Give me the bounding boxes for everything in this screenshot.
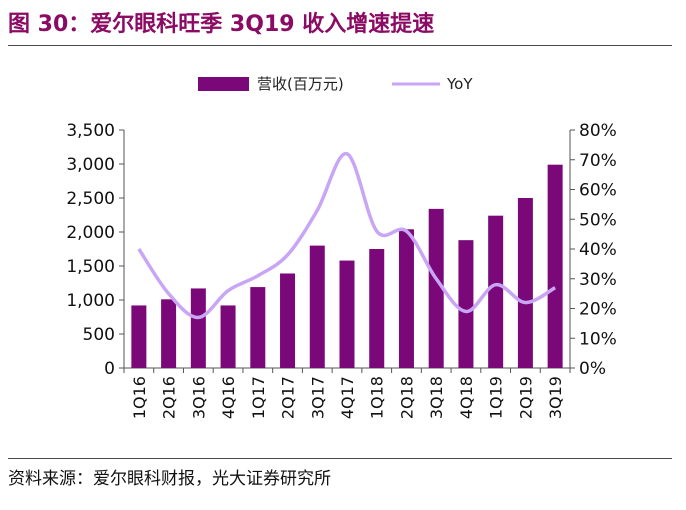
x-tick-label: 1Q19	[487, 376, 506, 419]
source-note: 资料来源：爱尔眼科财报，光大证券研究所	[8, 469, 331, 489]
left-tick-label: 0	[104, 359, 115, 379]
x-tick-label: 1Q18	[368, 376, 387, 419]
title-divider	[8, 45, 672, 46]
legend-bar-swatch	[198, 77, 249, 91]
right-tick-label: 80%	[579, 121, 617, 141]
legend-bar-label: 营收(百万元)	[257, 75, 344, 93]
right-tick-label: 40%	[579, 240, 617, 260]
x-tick-label: 4Q16	[219, 376, 238, 419]
left-tick-label: 1,000	[66, 291, 115, 311]
revenue-bar	[458, 240, 474, 368]
left-tick-label: 2,000	[66, 223, 115, 243]
revenue-bar	[161, 299, 177, 368]
revenue-bar	[428, 208, 444, 368]
revenue-bar	[250, 287, 266, 368]
x-tick-label: 3Q19	[546, 376, 565, 419]
right-tick-label: 60%	[579, 181, 617, 201]
legend: 营收(百万元) YoY	[198, 75, 473, 93]
x-tick-label: 3Q16	[189, 376, 208, 419]
combo-chart: 营收(百万元) YoY 0 500 1,000 1,500 2,000 2,500 3,00…	[66, 75, 617, 419]
right-tick-label: 30%	[579, 270, 617, 290]
revenue-bar	[339, 260, 355, 368]
x-tick-label: 1Q17	[249, 376, 268, 419]
x-tick-label: 3Q17	[308, 376, 327, 419]
revenue-bar	[280, 273, 296, 368]
right-tick-label: 10%	[579, 329, 617, 349]
x-tick-label: 4Q18	[457, 376, 476, 419]
revenue-bar	[488, 215, 504, 368]
left-tick-label: 500	[83, 325, 115, 345]
x-tick-label: 3Q18	[427, 376, 446, 419]
right-tick-label: 0%	[579, 359, 606, 379]
revenue-bar	[309, 245, 325, 368]
x-tick-label: 2Q17	[279, 376, 298, 419]
revenue-bar	[190, 288, 206, 368]
x-tick-label: 1Q16	[130, 376, 149, 419]
revenue-bar	[517, 198, 533, 368]
x-tick-label: 2Q16	[160, 376, 179, 419]
revenue-bar	[131, 305, 147, 368]
left-tick-label: 3,000	[66, 155, 115, 175]
x-tick-label: 2Q19	[516, 376, 535, 419]
left-tick-label: 1,500	[66, 257, 115, 277]
figure-title: 图 30：爱尔眼科旺季 3Q19 收入增速提速	[8, 12, 435, 37]
legend-line-label: YoY	[446, 75, 473, 93]
right-tick-label: 70%	[579, 151, 617, 171]
revenue-bar	[220, 305, 236, 368]
revenue-bar	[547, 164, 563, 368]
left-tick-label: 3,500	[66, 121, 115, 141]
x-tick-label: 2Q18	[397, 376, 416, 419]
revenue-bar	[398, 229, 414, 368]
right-tick-label: 20%	[579, 300, 617, 320]
x-tick-label: 4Q17	[338, 376, 357, 419]
left-tick-label: 2,500	[66, 189, 115, 209]
source-divider	[8, 458, 672, 459]
right-tick-label: 50%	[579, 210, 617, 230]
revenue-bar	[369, 249, 385, 368]
